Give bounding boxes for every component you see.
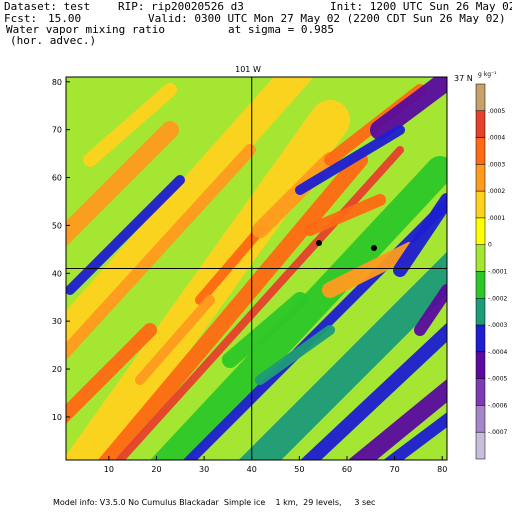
- colorbar-swatch: [475, 271, 486, 299]
- colorbar-swatch: [475, 351, 486, 379]
- contour-band: [255, 325, 335, 385]
- station-marker: [371, 245, 377, 251]
- level-label: at sigma = 0.985: [228, 23, 334, 36]
- colorbar-swatch: [475, 405, 486, 433]
- x-tick-label: 60: [342, 465, 352, 474]
- contour-band: [348, 379, 447, 460]
- colorbar-swatch: [475, 137, 486, 165]
- contour-band: [195, 225, 265, 305]
- contour-band: [238, 251, 447, 460]
- meridian-label: 101 W: [235, 65, 261, 74]
- contour-band: [97, 152, 368, 460]
- x-tick-label: 40: [247, 465, 257, 474]
- x-axis-ticks: 10 20 30 40 50 60 70 80: [104, 456, 447, 474]
- contour-band: [66, 121, 179, 247]
- advection-bands: [66, 77, 447, 460]
- contour-band: [66, 323, 157, 424]
- colorbar-swatch: [475, 324, 486, 353]
- colorbar-swatch: [475, 164, 486, 192]
- dataset-label: Dataset: test: [4, 0, 91, 13]
- colorbar-label: -.0005: [488, 376, 508, 383]
- colorbar-swatch: [475, 431, 486, 460]
- field-name: Water vapor mixing ratio: [6, 23, 165, 36]
- rip-label: RIP: rip20020526 d3: [118, 0, 244, 13]
- colorbar-label: .0005: [488, 108, 505, 115]
- y-tick-label: 80: [52, 78, 62, 87]
- colorbar-label: -.0002: [488, 295, 508, 302]
- colorbar-swatch: [475, 298, 486, 326]
- map-field: [66, 77, 447, 460]
- contour-band: [322, 242, 418, 298]
- contour-band: [222, 292, 308, 368]
- colorbar-label: -.0003: [488, 322, 508, 329]
- station-marker: [316, 240, 322, 246]
- model-info: Model info: V3.5.0 No Cumulus Blackadar …: [53, 498, 376, 507]
- y-axis-ticks: 10 20 30 40 50 60 70 80: [52, 78, 70, 422]
- x-tick-label: 20: [151, 465, 161, 474]
- colorbar-swatch: [475, 110, 486, 138]
- contour-band: [116, 146, 404, 460]
- y-tick-label: 30: [52, 317, 62, 326]
- contour-band: [370, 77, 447, 140]
- contour-band: [414, 284, 447, 336]
- contour-band: [135, 295, 215, 385]
- colorbar-label: .0004: [488, 135, 505, 142]
- contour-band: [304, 194, 386, 236]
- y-tick-label: 60: [52, 174, 62, 183]
- x-tick-label: 10: [104, 465, 114, 474]
- contour-band: [83, 83, 177, 167]
- colorbar: .0005 .0004 .0003 .0002 .0001 0 -.0001 -.0002 -.…: [475, 83, 508, 460]
- contour-band: [252, 152, 338, 238]
- y-tick-label: 20: [52, 365, 62, 374]
- contour-band: [393, 193, 447, 277]
- colorbar-swatch: [475, 190, 486, 219]
- y-tick-label: 50: [52, 221, 62, 230]
- contour-band: [150, 156, 447, 460]
- contour-band: [66, 77, 314, 354]
- y-tick-label: 40: [52, 269, 62, 278]
- init-label: Init: 1200 UTC Sun 26 May 02: [330, 0, 512, 13]
- colorbar-swatch: [475, 217, 486, 245]
- contour-band: [300, 322, 447, 460]
- colorbar-label: 0: [488, 242, 492, 249]
- fcst-label: Fcst:: [4, 12, 38, 25]
- field-subtitle: (hor. advec.): [10, 34, 97, 47]
- colorbar-swatch: [475, 244, 486, 272]
- fcst-value: 15.00: [48, 12, 82, 25]
- x-tick-label: 30: [199, 465, 209, 474]
- y-tick-label: 10: [52, 413, 62, 422]
- contour-band: [66, 175, 185, 295]
- contour-band: [66, 144, 256, 361]
- colorbar-label: .0002: [488, 188, 505, 195]
- valid-label: Valid: 0300 UTC Mon 27 May 02 (2200 CDT …: [148, 12, 506, 25]
- contour-band: [295, 125, 405, 195]
- colorbar-label: .0001: [488, 215, 505, 222]
- x-tick-label: 80: [437, 465, 447, 474]
- colorbar-unit: g kg⁻¹: [478, 71, 497, 78]
- colorbar-label: -.0006: [488, 402, 508, 409]
- colorbar-label: -.0004: [488, 349, 508, 356]
- colorbar-label: .0003: [488, 161, 505, 168]
- colorbar-label: -.0007: [488, 429, 508, 436]
- colorbar-swatch: [475, 83, 486, 112]
- colorbar-swatch: [475, 378, 486, 406]
- x-tick-label: 70: [390, 465, 400, 474]
- y-tick-label: 70: [52, 126, 62, 135]
- colorbar-label: -.0001: [488, 269, 508, 276]
- x-tick-label: 50: [294, 465, 304, 474]
- parallel-label: 37 N: [454, 74, 473, 83]
